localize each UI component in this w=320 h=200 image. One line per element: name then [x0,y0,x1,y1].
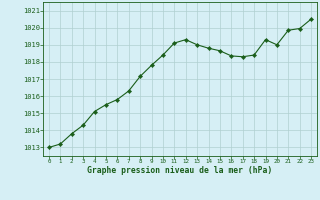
X-axis label: Graphe pression niveau de la mer (hPa): Graphe pression niveau de la mer (hPa) [87,166,273,175]
